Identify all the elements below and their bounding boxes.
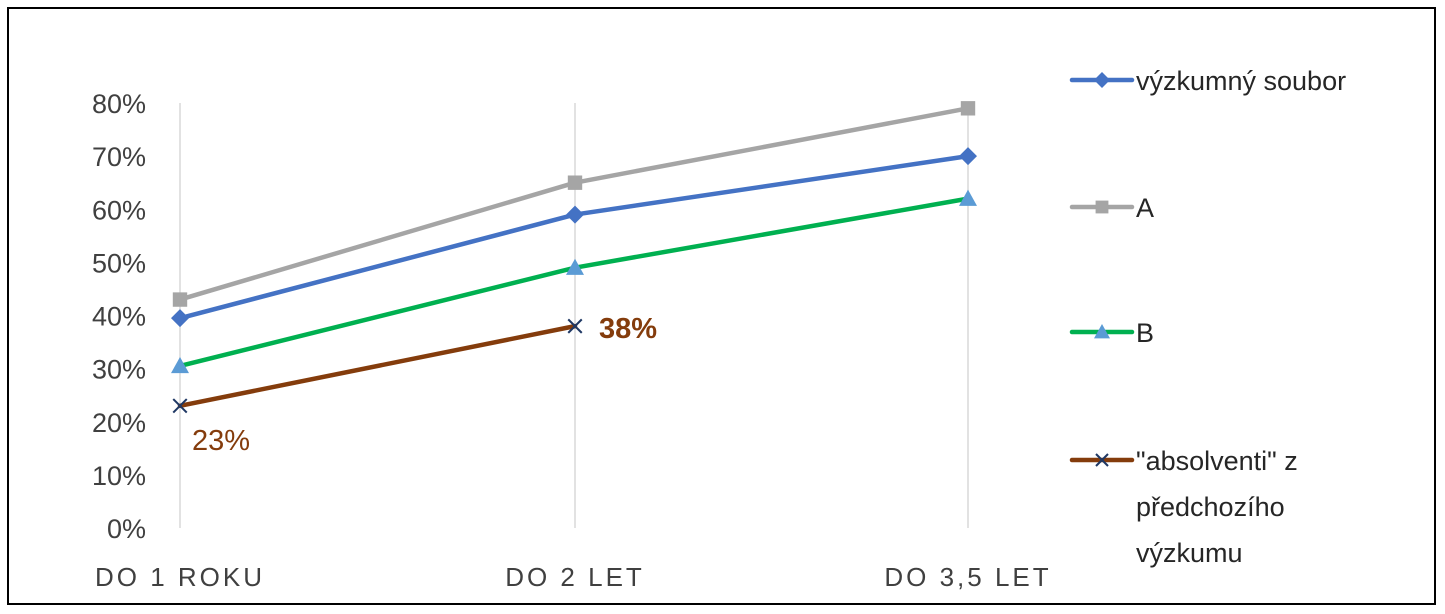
data-point bbox=[172, 398, 188, 414]
legend-label: předchozího bbox=[1136, 492, 1285, 522]
legend-item: B bbox=[1069, 318, 1154, 348]
x-category-label: DO 1 ROKU bbox=[95, 562, 265, 592]
legend-label: B bbox=[1136, 318, 1154, 348]
legend-label: výzkumu bbox=[1136, 538, 1243, 568]
legend-label: výzkumný soubor bbox=[1136, 66, 1346, 96]
series-4 bbox=[172, 318, 583, 414]
series-1 bbox=[171, 147, 977, 328]
data-point bbox=[960, 101, 976, 116]
data-point bbox=[566, 205, 584, 224]
data-point bbox=[172, 292, 188, 307]
data-point bbox=[959, 147, 977, 166]
y-tick-label: 10% bbox=[92, 461, 146, 491]
legend-marker bbox=[1095, 453, 1109, 467]
y-tick-label: 0% bbox=[107, 514, 146, 544]
legend: výzkumný soubor A B "absolventi" z předchozí… bbox=[1069, 66, 1346, 568]
y-axis-tick-labels: 0% 10% 20% 30% 40% 50% 60% 70% 80% bbox=[92, 89, 146, 544]
legend-label: "absolventi" z bbox=[1136, 446, 1298, 476]
legend-item: výzkumný soubor bbox=[1069, 66, 1346, 96]
data-point bbox=[959, 189, 977, 206]
series-2 bbox=[172, 101, 976, 307]
legend-marker bbox=[1094, 324, 1110, 339]
series-3 bbox=[171, 189, 977, 374]
data-labels: 23% 38% bbox=[192, 313, 657, 457]
line-chart: 0% 10% 20% 30% 40% 50% 60% 70% 80% DO 1 ROKU DO 2 … bbox=[92, 66, 1346, 592]
y-tick-label: 60% bbox=[92, 195, 146, 225]
legend-marker bbox=[1094, 72, 1110, 88]
legend-item: A bbox=[1069, 193, 1154, 223]
legend-label: A bbox=[1136, 193, 1154, 223]
legend-marker bbox=[1095, 200, 1109, 214]
data-point bbox=[567, 175, 583, 190]
y-tick-label: 70% bbox=[92, 142, 146, 172]
data-point bbox=[567, 318, 583, 334]
y-tick-label: 30% bbox=[92, 355, 146, 385]
y-tick-label: 50% bbox=[92, 248, 146, 278]
legend-item: "absolventi" z předchozího výzkumu bbox=[1069, 446, 1298, 568]
series-line bbox=[177, 323, 578, 409]
x-axis-category-labels: DO 1 ROKU DO 2 LET DO 3,5 LET bbox=[95, 562, 1051, 592]
series-line bbox=[177, 196, 971, 369]
y-tick-label: 40% bbox=[92, 302, 146, 332]
data-label: 23% bbox=[192, 425, 250, 457]
data-label: 38% bbox=[599, 313, 657, 345]
x-category-label: DO 3,5 LET bbox=[884, 562, 1051, 592]
chart-frame: 0% 10% 20% 30% 40% 50% 60% 70% 80% DO 1 ROKU DO 2 … bbox=[7, 7, 1436, 605]
y-tick-label: 80% bbox=[92, 89, 146, 119]
x-category-label: DO 2 LET bbox=[505, 562, 645, 592]
data-point bbox=[566, 258, 584, 275]
data-point bbox=[171, 356, 189, 374]
gridlines bbox=[179, 103, 969, 528]
data-point bbox=[171, 309, 189, 328]
y-tick-label: 20% bbox=[92, 408, 146, 438]
